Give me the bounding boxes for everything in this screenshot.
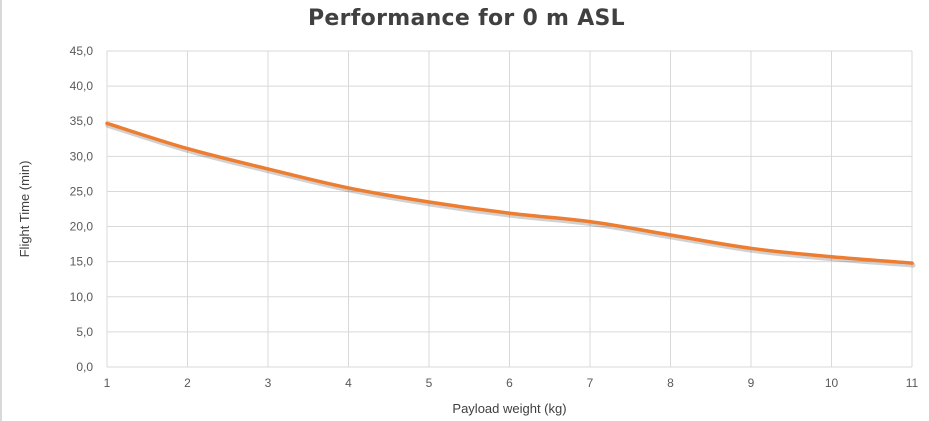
x-axis-label: Payload weight (kg) — [452, 401, 566, 416]
series-line-shadow — [105, 122, 916, 268]
x-tick-label: 3 — [265, 376, 272, 390]
y-tick-label: 35,0 — [70, 114, 94, 128]
y-tick-label: 45,0 — [70, 44, 94, 58]
y-tick-label: 10,0 — [70, 290, 94, 304]
x-tick-label: 4 — [345, 376, 352, 390]
series-line — [105, 121, 914, 265]
chart-title: Performance for 0 m ASL — [307, 6, 626, 31]
x-tick-label: 1 — [104, 376, 111, 390]
y-tick-label: 0,0 — [76, 360, 93, 374]
y-tick-label: 5,0 — [76, 325, 93, 339]
y-tick-label: 25,0 — [70, 184, 94, 198]
x-tick-label: 9 — [748, 376, 755, 390]
y-tick-label: 15,0 — [70, 255, 94, 269]
x-tick-label: 10 — [825, 376, 839, 390]
y-axis-label: Flight Time (min) — [17, 161, 32, 258]
y-tick-label: 40,0 — [70, 79, 94, 93]
y-tick-label: 20,0 — [70, 220, 94, 234]
x-tick-label: 6 — [506, 376, 513, 390]
x-tick-label: 11 — [906, 376, 919, 390]
x-tick-label: 8 — [667, 376, 674, 390]
x-tick-label: 7 — [587, 376, 594, 390]
y-tick-label: 30,0 — [70, 149, 94, 163]
x-tick-label: 5 — [426, 376, 433, 390]
x-tick-label: 2 — [184, 376, 191, 390]
